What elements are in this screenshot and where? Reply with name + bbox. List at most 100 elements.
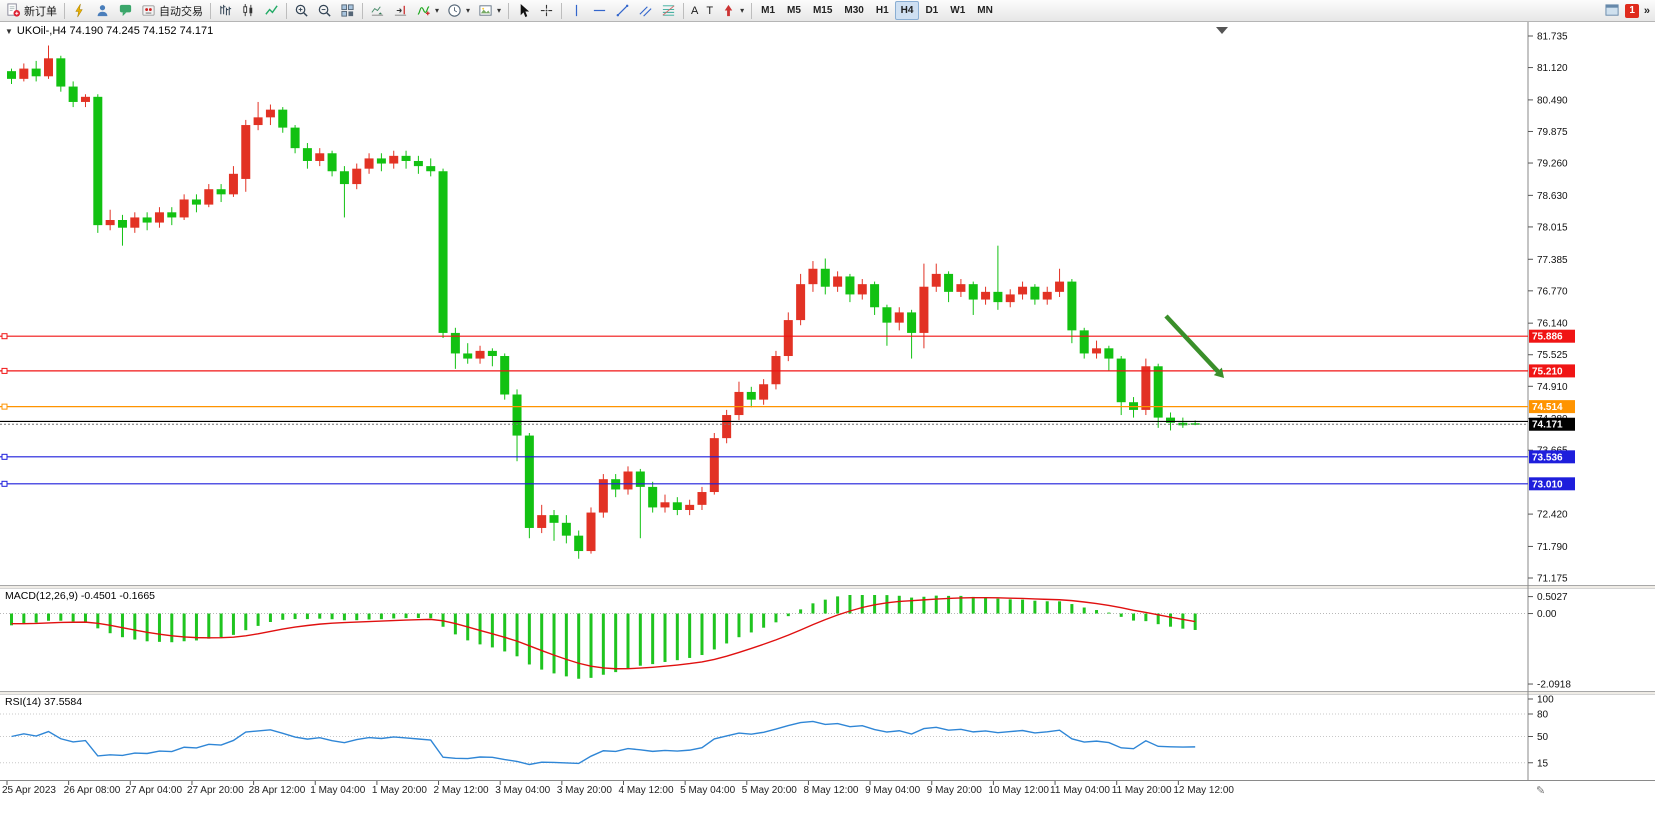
chart-shift-marker[interactable] bbox=[1216, 27, 1228, 34]
zoom-out-button[interactable] bbox=[313, 1, 336, 20]
candle bbox=[500, 353, 510, 400]
candles-icon bbox=[241, 3, 256, 18]
candle bbox=[956, 279, 966, 297]
robot-icon bbox=[141, 3, 156, 18]
candle bbox=[759, 379, 769, 405]
svg-text:80.490: 80.490 bbox=[1537, 95, 1568, 106]
market-watch-button[interactable] bbox=[91, 1, 114, 20]
trendline-button[interactable] bbox=[611, 1, 634, 20]
candle bbox=[228, 166, 238, 197]
channel-icon bbox=[638, 3, 653, 18]
templates-button[interactable]: ▾ bbox=[474, 1, 505, 20]
periods-button[interactable]: ▾ bbox=[443, 1, 474, 20]
arrow-object[interactable] bbox=[1164, 314, 1224, 378]
timeframe-h4-button[interactable]: H4 bbox=[894, 1, 920, 20]
timeframe-h1-button[interactable]: H1 bbox=[875, 5, 889, 16]
svg-text:1 May 20:00: 1 May 20:00 bbox=[372, 785, 427, 796]
candle bbox=[598, 474, 608, 518]
panel-splitter-macd[interactable] bbox=[0, 585, 1655, 589]
price-scale[interactable]: 81.735 81.120 80.490 79.875 79.260 78.630 78.0… bbox=[1528, 32, 1575, 770]
rsi-panel[interactable] bbox=[0, 713, 1528, 766]
timeframe-d1-button[interactable]: D1 bbox=[925, 5, 939, 16]
candle bbox=[561, 515, 571, 544]
bar-chart-button[interactable] bbox=[214, 1, 237, 20]
macd-panel[interactable] bbox=[0, 595, 1528, 679]
new-order-button[interactable]: 新订单 bbox=[2, 1, 61, 20]
timeframe-m1-button[interactable]: M1 bbox=[761, 5, 776, 16]
fibonacci-button[interactable] bbox=[657, 1, 680, 20]
crosshair-button[interactable] bbox=[535, 1, 558, 20]
line-handle[interactable] bbox=[1, 403, 8, 410]
candle bbox=[463, 343, 473, 364]
svg-text:3 May 04:00: 3 May 04:00 bbox=[495, 785, 550, 796]
candle bbox=[1055, 268, 1065, 297]
tile-windows-button[interactable] bbox=[336, 1, 359, 20]
toolbar-separator bbox=[751, 2, 753, 19]
text-label-button[interactable]: T bbox=[702, 1, 717, 20]
text-button[interactable]: A bbox=[687, 1, 702, 20]
candle bbox=[31, 60, 41, 82]
line-handle[interactable] bbox=[1, 480, 8, 487]
candle bbox=[1018, 281, 1028, 300]
svg-text:2 May 12:00: 2 May 12:00 bbox=[434, 785, 489, 796]
chevron-down-icon: ▾ bbox=[466, 6, 471, 15]
timeframe-w1-button[interactable]: W1 bbox=[950, 5, 966, 16]
line-chart-button[interactable] bbox=[260, 1, 283, 20]
arrows-button[interactable]: ▾ bbox=[717, 1, 748, 20]
candle bbox=[1079, 327, 1089, 359]
indicators-button[interactable]: ▾ bbox=[412, 1, 443, 20]
equidistant-channel-button[interactable] bbox=[634, 1, 657, 20]
candle bbox=[870, 281, 880, 315]
svg-text:8 May 12:00: 8 May 12:00 bbox=[803, 785, 858, 796]
svg-text:25 Apr 2023: 25 Apr 2023 bbox=[2, 785, 56, 796]
auto-trading-button[interactable]: 自动交易 bbox=[137, 1, 207, 20]
notification-badge[interactable]: 1 bbox=[1625, 3, 1639, 18]
toolbar-separator bbox=[508, 2, 510, 19]
data-window-button[interactable] bbox=[114, 1, 137, 20]
quotes-window-button[interactable] bbox=[68, 1, 91, 20]
line-handle[interactable] bbox=[1, 333, 8, 340]
timeframe-m15-button[interactable]: M15 bbox=[812, 5, 833, 16]
candle bbox=[117, 214, 127, 246]
horizontal-line-button[interactable] bbox=[588, 1, 611, 20]
price-badge: 75.210 bbox=[1529, 364, 1575, 378]
svg-text:79.260: 79.260 bbox=[1537, 159, 1568, 170]
auto-scroll-button[interactable] bbox=[366, 1, 389, 20]
one-click-trading-toggle[interactable]: ▼ bbox=[5, 26, 13, 36]
clock-icon bbox=[447, 3, 462, 18]
chart-window-icon[interactable] bbox=[1605, 3, 1620, 18]
candle bbox=[907, 309, 917, 359]
zoom-in-button[interactable] bbox=[290, 1, 313, 20]
toolbar-overflow-icon[interactable]: » bbox=[1643, 4, 1650, 17]
chart-shift-button[interactable] bbox=[389, 1, 412, 20]
candlestick-chart-button[interactable] bbox=[237, 1, 260, 20]
candle bbox=[154, 207, 164, 228]
panel-splitter-rsi[interactable] bbox=[0, 691, 1655, 695]
horizontal-line[interactable] bbox=[0, 480, 1528, 487]
horizontal-line[interactable] bbox=[0, 333, 1528, 340]
timeframe-m30-button[interactable]: M30 bbox=[844, 5, 864, 16]
edit-icon[interactable]: ✎ bbox=[1536, 785, 1545, 797]
horizontal-line[interactable] bbox=[0, 403, 1528, 410]
horizontal-line[interactable] bbox=[0, 453, 1528, 460]
horizontal-line[interactable] bbox=[0, 367, 1528, 374]
candle bbox=[278, 107, 288, 133]
candle bbox=[426, 158, 436, 177]
price-badge: 73.536 bbox=[1529, 450, 1575, 464]
candle bbox=[968, 281, 978, 315]
line-handle[interactable] bbox=[1, 453, 8, 460]
cursor-button[interactable] bbox=[512, 1, 535, 20]
candle bbox=[709, 433, 719, 495]
chevron-down-icon: ▾ bbox=[435, 6, 440, 15]
timeframe-m5-button[interactable]: M5 bbox=[787, 5, 801, 16]
svg-text:78.630: 78.630 bbox=[1537, 191, 1568, 202]
vertical-line-button[interactable] bbox=[565, 1, 588, 20]
price-badge: 74.514 bbox=[1529, 400, 1575, 414]
template-icon bbox=[478, 3, 493, 18]
line-handle[interactable] bbox=[1, 367, 8, 374]
candle bbox=[401, 150, 411, 169]
time-scale[interactable]: 25 Apr 2023 26 Apr 08:00 27 Apr 04:00 27 Ap… bbox=[2, 781, 1545, 797]
svg-text:9 May 04:00: 9 May 04:00 bbox=[865, 785, 920, 796]
timeframe-mn-button[interactable]: MN bbox=[977, 5, 993, 16]
